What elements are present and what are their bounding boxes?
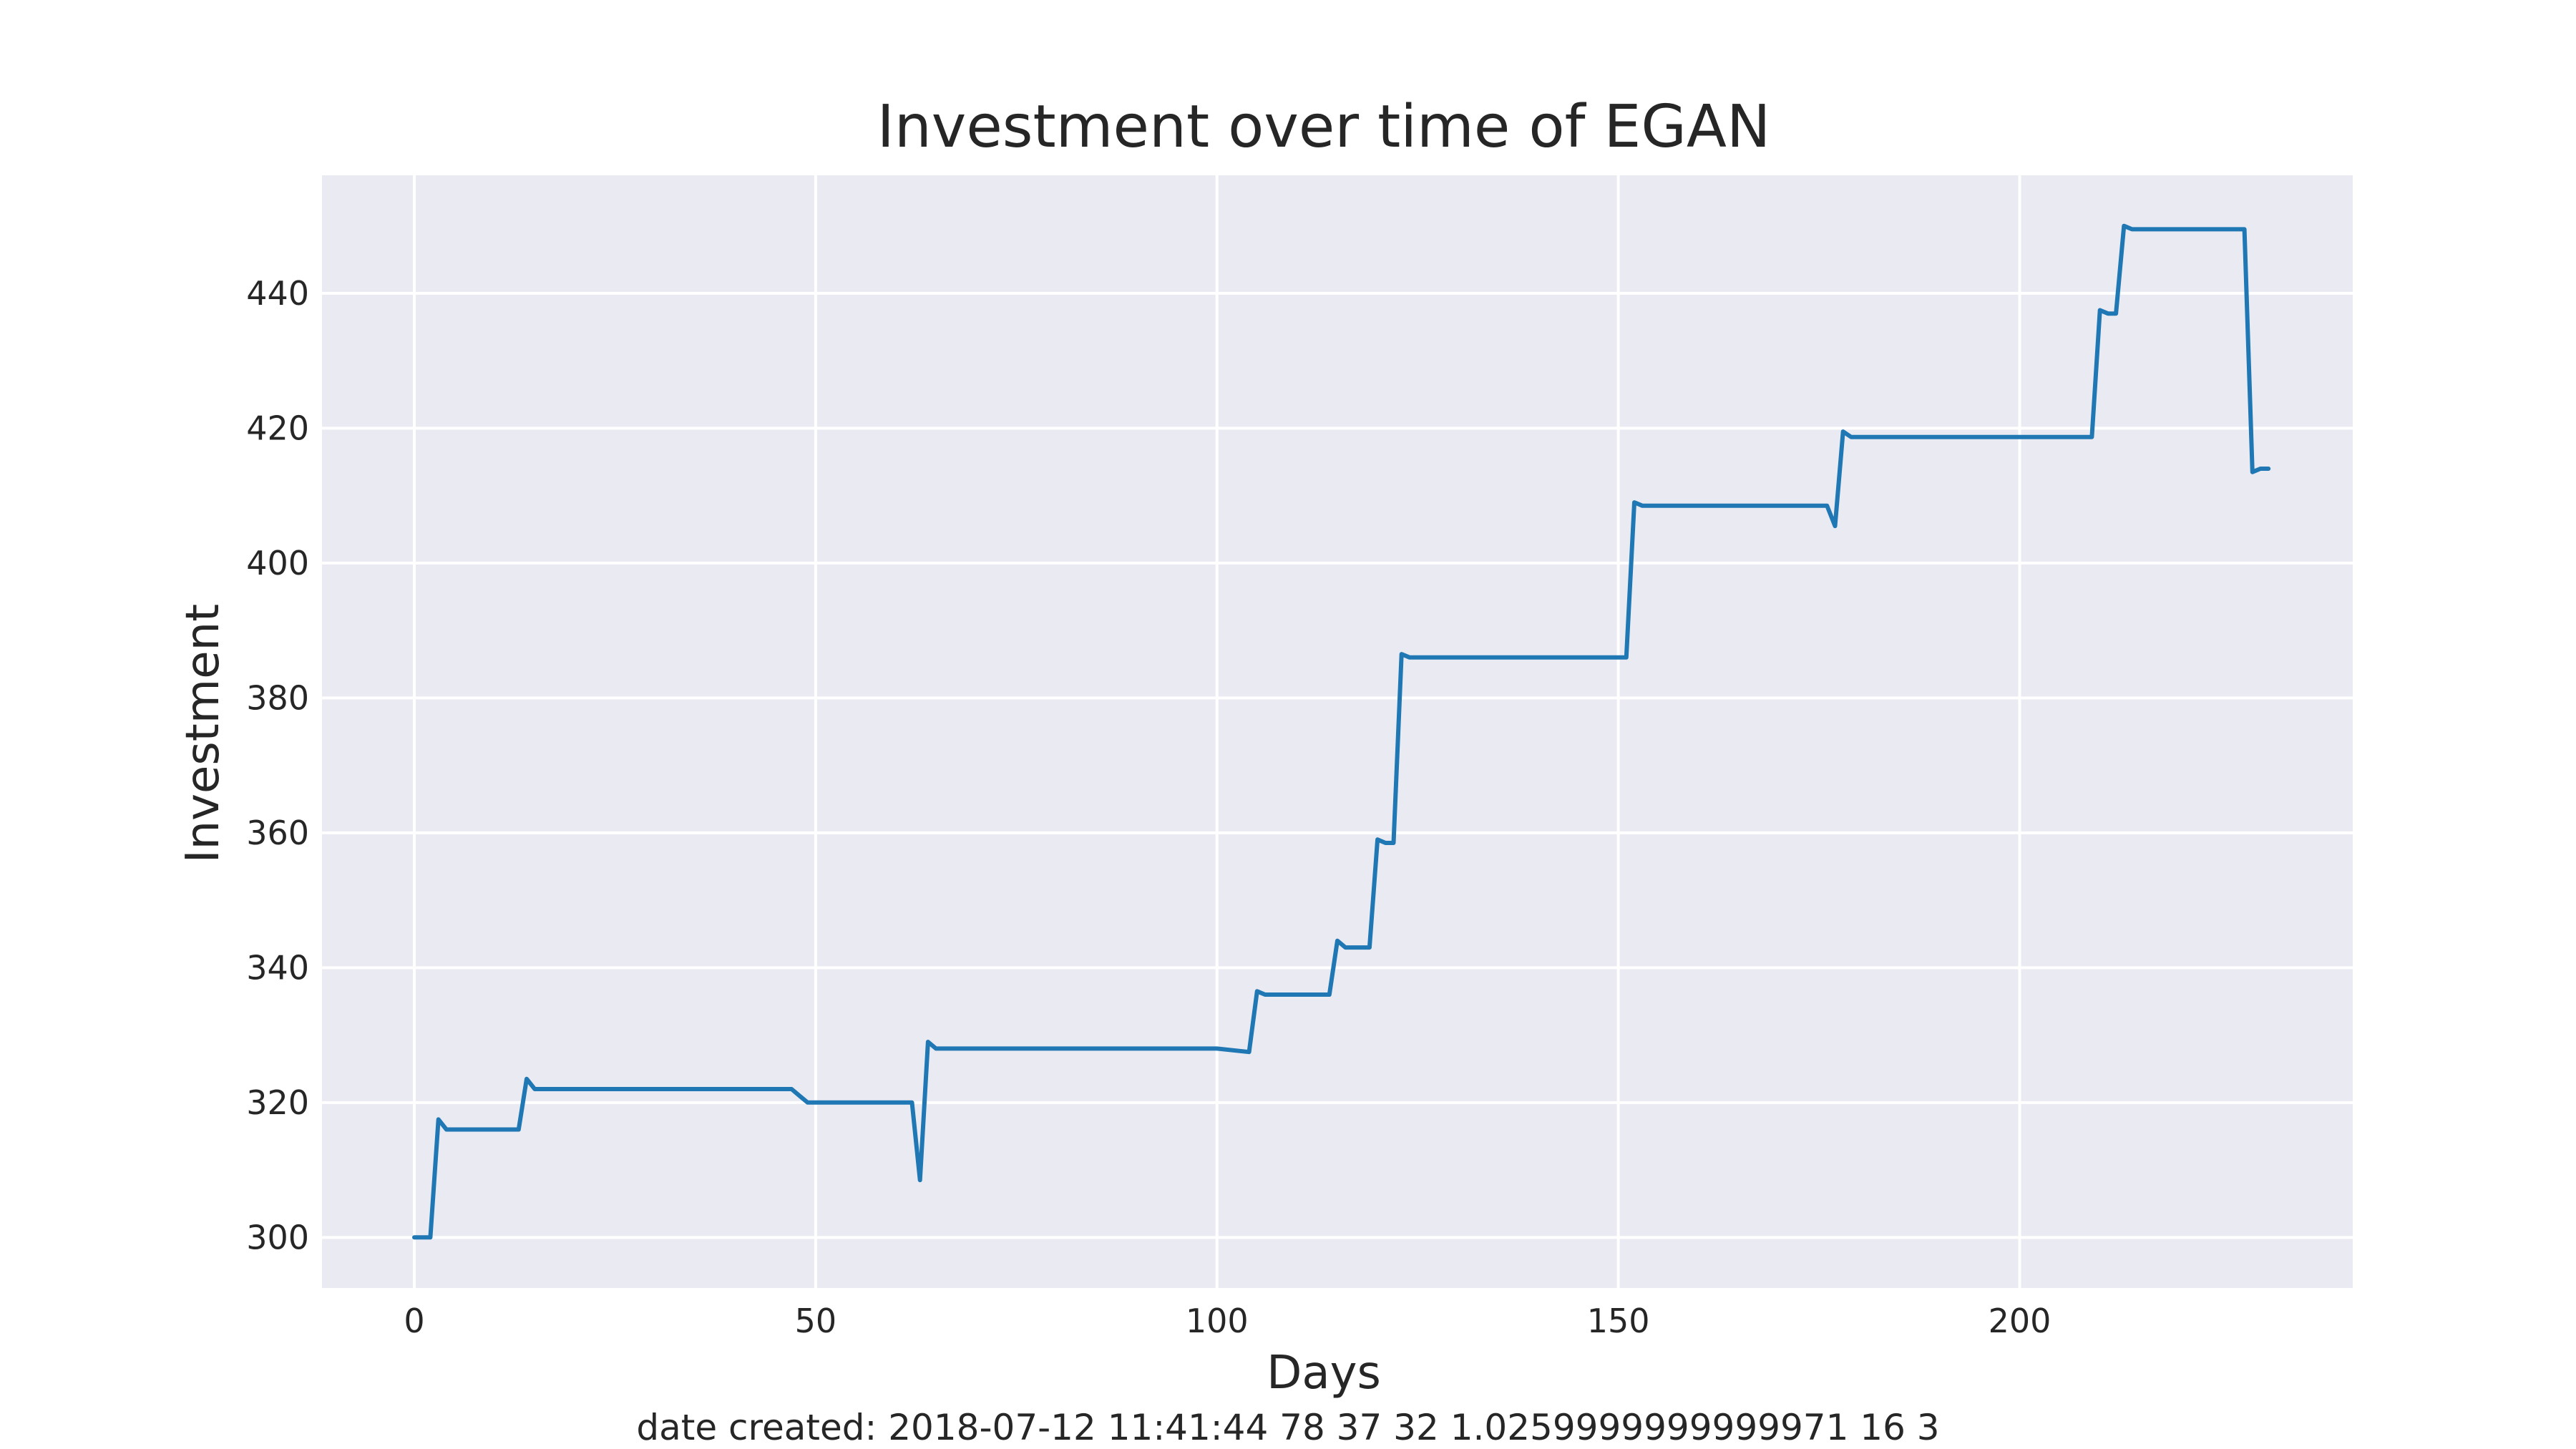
y-tick-label: 400 bbox=[246, 544, 309, 582]
x-axis-label: Days bbox=[1267, 1347, 1381, 1400]
date-caption: date created: 2018-07-12 11:41:44 78 37 … bbox=[636, 1407, 1939, 1448]
y-axis-label: Investment bbox=[177, 604, 230, 864]
series-line-1 bbox=[412, 223, 2271, 1240]
y-tick-label: 420 bbox=[246, 409, 309, 447]
grid-lines bbox=[322, 175, 2353, 1288]
y-tick-label: 300 bbox=[246, 1218, 309, 1257]
x-tick-label: 100 bbox=[1186, 1302, 1249, 1340]
y-tick-label: 340 bbox=[246, 948, 309, 987]
chart-title: Investment over time of EGAN bbox=[877, 93, 1771, 161]
x-tick-label: 150 bbox=[1587, 1302, 1650, 1340]
plot-area bbox=[322, 175, 2353, 1288]
y-tick-label: 380 bbox=[246, 678, 309, 717]
y-tick-label: 440 bbox=[246, 274, 309, 313]
y-tick-label: 320 bbox=[246, 1083, 309, 1122]
x-tick-label: 50 bbox=[795, 1302, 837, 1340]
x-tick-label: 0 bbox=[404, 1302, 424, 1340]
y-tick-label: 360 bbox=[246, 814, 309, 852]
series-layer bbox=[412, 223, 2271, 1240]
x-tick-labels: 0 50 100 150 200 bbox=[404, 1302, 2051, 1340]
y-tick-labels: 300 320 340 360 380 400 420 440 bbox=[246, 274, 309, 1257]
x-tick-label: 200 bbox=[1989, 1302, 2051, 1340]
